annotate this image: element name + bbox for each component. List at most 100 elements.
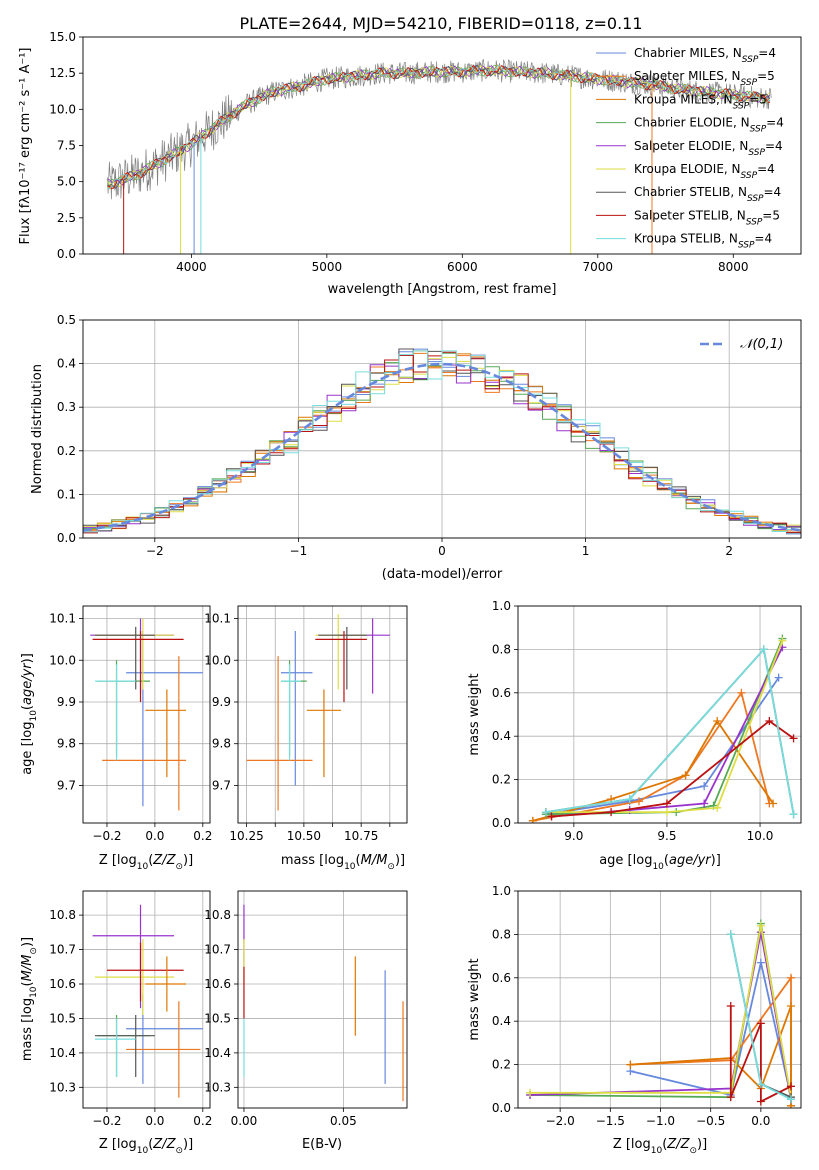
y-tick-label: 0.0 [57,247,76,261]
plot-frame [82,890,211,1109]
weight-point-marker [626,1060,635,1069]
x-tick-label: 0.00 [231,1114,258,1128]
model-spectrum-line [107,64,771,190]
x-tick-label: 0.2 [193,829,212,843]
legend-label: Chabrier MILES, NSSP=4 [634,46,776,65]
x-tick-label: 10.25 [229,829,263,843]
x-tick-label: 0.0 [145,829,164,843]
y-tick-label: 15.0 [49,30,76,44]
y-axis-label: Normed distribution [30,364,45,494]
chart-spectrum: 4000 5000 6000 7000 8000 0.0 2.5 5.0 7.5 10.0 12.5… [18,30,802,297]
x-axis-label: Z [log10(Z/Z⊙)] [99,853,193,872]
histogram-step-line [83,350,801,533]
x-axis-label: mass [log10(M/M⊙)] [281,853,405,872]
y-tick-label: 9.8 [57,737,76,751]
x-tick-label: −2.0 [546,1114,575,1128]
weight-point-marker [759,645,768,654]
weight-point-marker [726,1093,735,1102]
y-tick-label: 0.0 [492,1101,511,1115]
legend-label: Chabrier STELIB, NSSP=4 [634,185,781,204]
weight-point-marker [526,1088,535,1097]
x-tick-label: −1 [290,544,308,558]
legend-label: Salpeter STELIB, NSSP=5 [634,208,780,227]
x-tick-label: −1.5 [596,1114,625,1128]
legend-label: Chabrier ELODIE, NSSP=4 [634,116,784,135]
weight-point-marker [789,734,798,743]
figure-title: PLATE=2644, MJD=54210, FIBERID=0118, z=0… [239,14,642,33]
x-tick-label: 7000 [583,260,614,274]
weight-point-marker [662,808,671,817]
weight-point-marker [726,930,735,939]
y-tick-label: 0.8 [492,927,511,941]
x-tick-label: 10.0 [747,829,774,843]
x-tick-label: 0 [438,544,446,558]
y-tick-label: 10.1 [49,612,76,626]
plot-area [526,919,795,1108]
y-tick-label: 10.1 [204,612,231,626]
chart-residuals: −2 −1 0 1 2 0.0 0.1 0.2 0.3 0.4 0.5 𝒩(0,1) (data-mod… [30,313,802,582]
plot-area [83,348,801,535]
x-tick-label: 0.2 [193,1114,212,1128]
x-axis-label: wavelength [Angstrom, rest frame] [328,282,557,297]
x-axis-label: Z [log10(Z/Z⊙)] [99,1137,193,1156]
y-tick-label: 10.8 [204,908,231,922]
weight-point-marker [700,799,709,808]
x-axis-label: Z [log10(Z/Z⊙)] [613,1137,707,1156]
weight-point-marker [778,636,787,645]
legend-label: Kroupa ELODIE, NSSP=4 [634,162,775,181]
chart-weight-vs-age: 9.0 9.5 10.0 0.0 0.2 0.4 0.6 0.8 1.0 age [log10(a… [467,599,802,872]
x-tick-label: 2 [725,544,733,558]
y-tick-label: 2.5 [57,211,76,225]
weight-point-marker [786,1002,795,1011]
y-tick-label: 10.0 [49,102,76,116]
x-tick-label: −0.2 [92,1114,121,1128]
weight-point-marker [547,812,556,821]
x-tick-label: 0.05 [330,1114,357,1128]
weight-series-line [545,647,795,815]
y-tick-label: 0.3 [57,400,76,414]
y-tick-label: 10.3 [49,1080,76,1094]
normal-curve-line [83,362,801,532]
plot-frame [82,36,802,255]
y-tick-label: 10.0 [204,653,231,667]
y-tick-label: 0.6 [492,686,511,700]
y-tick-label: 10.4 [204,1046,231,1060]
weight-point-marker [756,1097,765,1106]
weight-point-marker [726,1002,735,1011]
plot-frame [237,890,408,1109]
chart-mass-vs-Z: −0.2 0.0 0.2 10.3 10.4 10.5 10.6 10.7 10.8 Z [log… [20,890,212,1156]
weight-point-marker [756,958,765,967]
y-axis-label: Flux [fλ10⁻¹⁷ erg cm⁻² s⁻¹ A⁻¹] [18,48,33,245]
y-tick-label: 9.9 [57,695,76,709]
y-tick-label: 0.4 [492,729,511,743]
x-tick-label: 9.0 [564,829,583,843]
x-tick-label: 6000 [447,260,478,274]
x-tick-label: 0.0 [751,1114,770,1128]
weight-point-marker [765,717,774,726]
y-tick-label: 10.5 [204,1011,231,1025]
weight-point-marker [756,1019,765,1028]
plot-area [107,59,772,254]
x-tick-label: 0.0 [145,1114,164,1128]
y-tick-label: 12.5 [49,66,76,80]
y-tick-label: 10.6 [204,977,231,991]
y-tick-label: 10.4 [49,1046,76,1060]
weight-point-marker [541,808,550,817]
y-tick-label: 0.1 [57,487,76,501]
plot-area [243,904,404,1102]
weight-point-marker [625,795,634,804]
legend-label: Kroupa STELIB, NSSP=4 [634,232,772,251]
y-axis-label: mass weight [467,958,482,1040]
weight-point-marker [789,810,798,819]
weight-series-line [630,962,792,1098]
y-tick-label: 10.3 [204,1080,231,1094]
y-tick-label: 9.7 [57,778,76,792]
y-tick-label: 9.8 [212,737,231,751]
y-tick-label: 9.9 [212,695,231,709]
legend-label: Salpeter MILES, NSSP=5 [634,69,775,88]
plot-area [90,618,203,811]
x-axis-label: E(B-V) [302,1137,342,1152]
model-spectrum-line [107,64,771,189]
weight-series-line [545,677,780,816]
